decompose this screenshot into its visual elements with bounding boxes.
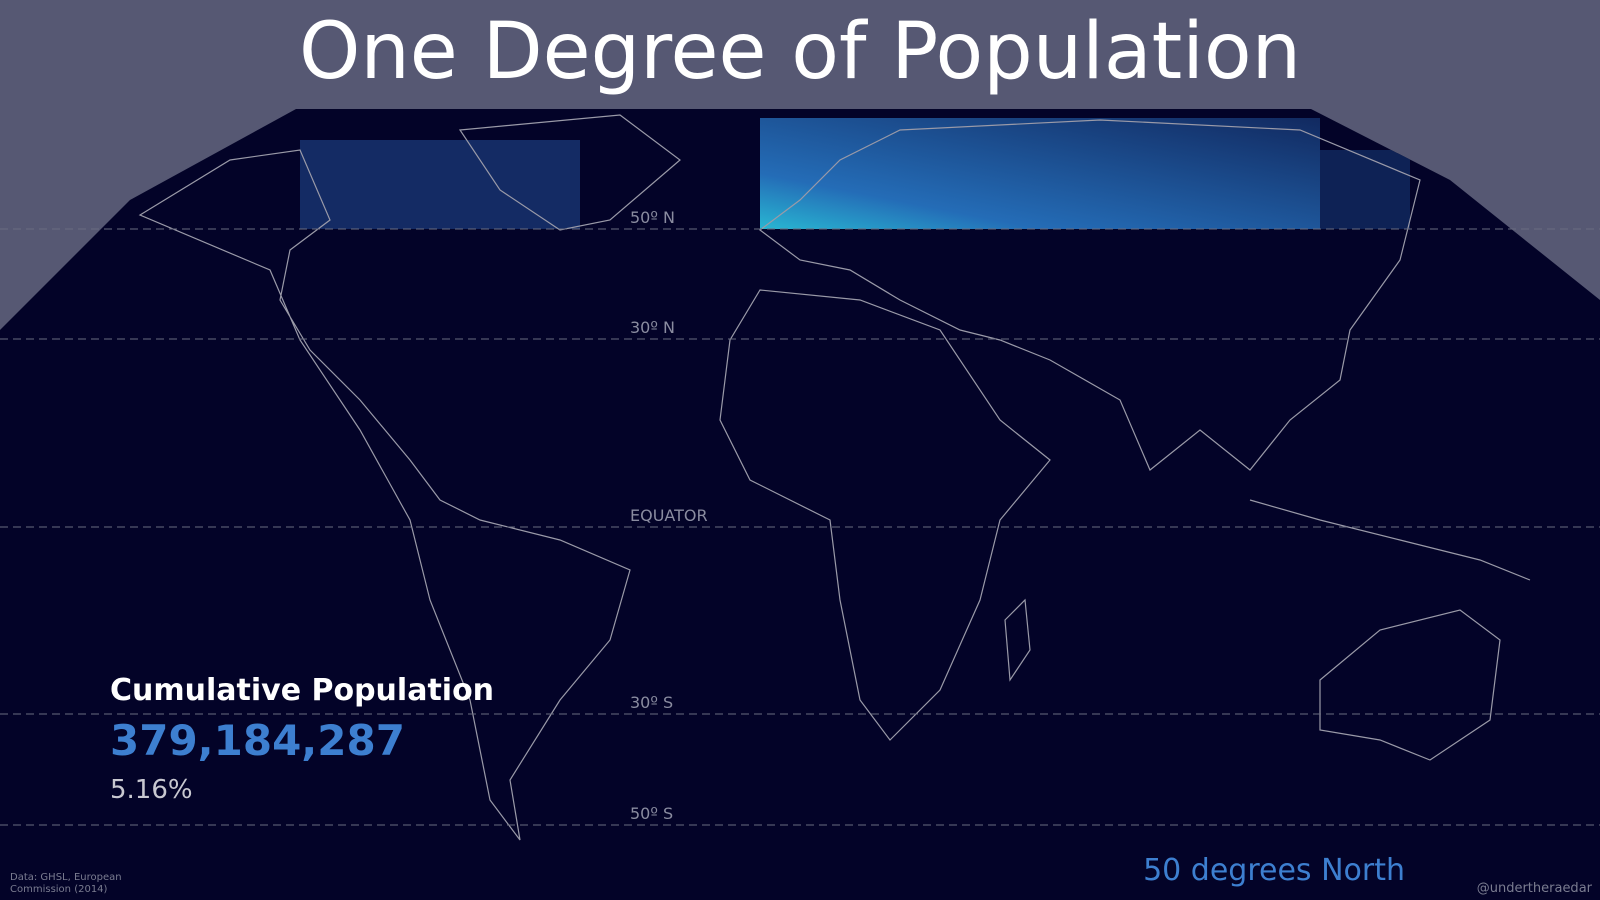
population-cells-eurasia xyxy=(760,118,1320,229)
latitude-label: EQUATOR xyxy=(630,506,708,525)
source-line: Commission (2014) xyxy=(10,884,108,895)
credit: @undertheraedar xyxy=(1477,881,1593,896)
indonesia-outline xyxy=(1249,499,1531,581)
source-line: Data: GHSL, European xyxy=(10,872,122,883)
population-cells-americas xyxy=(300,140,580,229)
latitude-lines: 50º N 30º N EQUATOR 30º S 50º S xyxy=(0,208,1600,826)
population-band xyxy=(300,118,1410,229)
africa-outline xyxy=(719,289,1051,741)
americas-outline xyxy=(138,149,631,841)
eurasia-outline xyxy=(759,119,1421,471)
title: One Degree of Population xyxy=(299,7,1301,97)
latitude-label: 30º S xyxy=(630,693,673,712)
latitude-label: 50º N xyxy=(630,208,675,227)
population-cells-east xyxy=(1320,150,1410,229)
madagascar-outline xyxy=(1004,598,1031,682)
cumulative-label: Cumulative Population xyxy=(110,673,494,708)
cumulative-percent: 5.16% xyxy=(110,775,193,805)
coastlines xyxy=(138,114,1531,841)
australia-outline xyxy=(1319,609,1501,761)
greenland-outline xyxy=(458,114,681,231)
latitude-label: 30º N xyxy=(630,318,675,337)
latitude-label: 50º S xyxy=(630,804,673,823)
current-latitude: 50 degrees North xyxy=(1143,853,1405,888)
cumulative-population: 379,184,287 xyxy=(110,716,405,765)
